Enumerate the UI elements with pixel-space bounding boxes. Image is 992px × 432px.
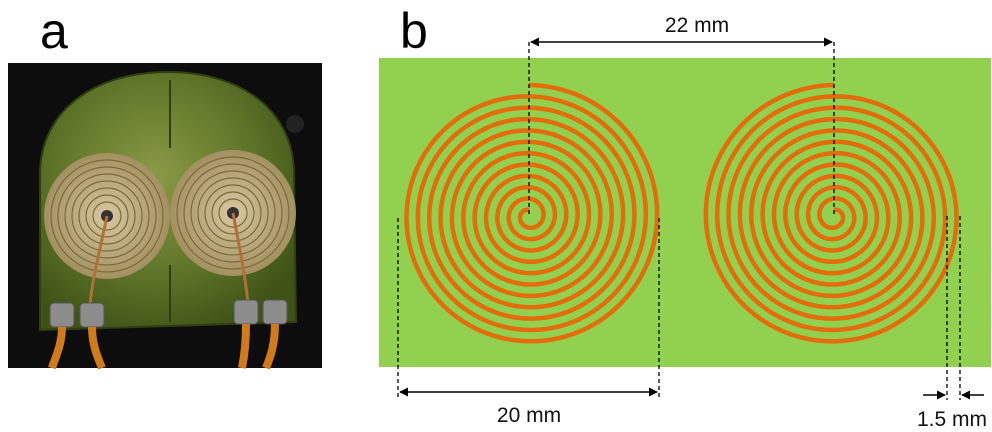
center-distance-label: 22 mm	[665, 14, 729, 37]
photo-lead-left	[88, 215, 109, 306]
diameter-label: 20 mm	[497, 404, 561, 427]
photo-panel-a	[8, 63, 322, 370]
spiral-coil-right	[703, 82, 959, 344]
panel-b-label: b	[400, 3, 428, 59]
spiral-coil-left	[404, 82, 660, 344]
dimension-center-distance: 22 mm	[528, 14, 835, 216]
schematic-panel-b	[379, 58, 991, 367]
panel-a-label: a	[40, 3, 68, 59]
dimension-coil-diameter: 20 mm	[397, 218, 660, 427]
photo-lead-right	[231, 212, 250, 306]
photo-cables	[48, 323, 279, 370]
pitch-label: 1.5 mm	[917, 408, 987, 431]
mount-hole	[286, 115, 304, 133]
dimension-track-pitch: 1.5 mm	[917, 216, 987, 431]
